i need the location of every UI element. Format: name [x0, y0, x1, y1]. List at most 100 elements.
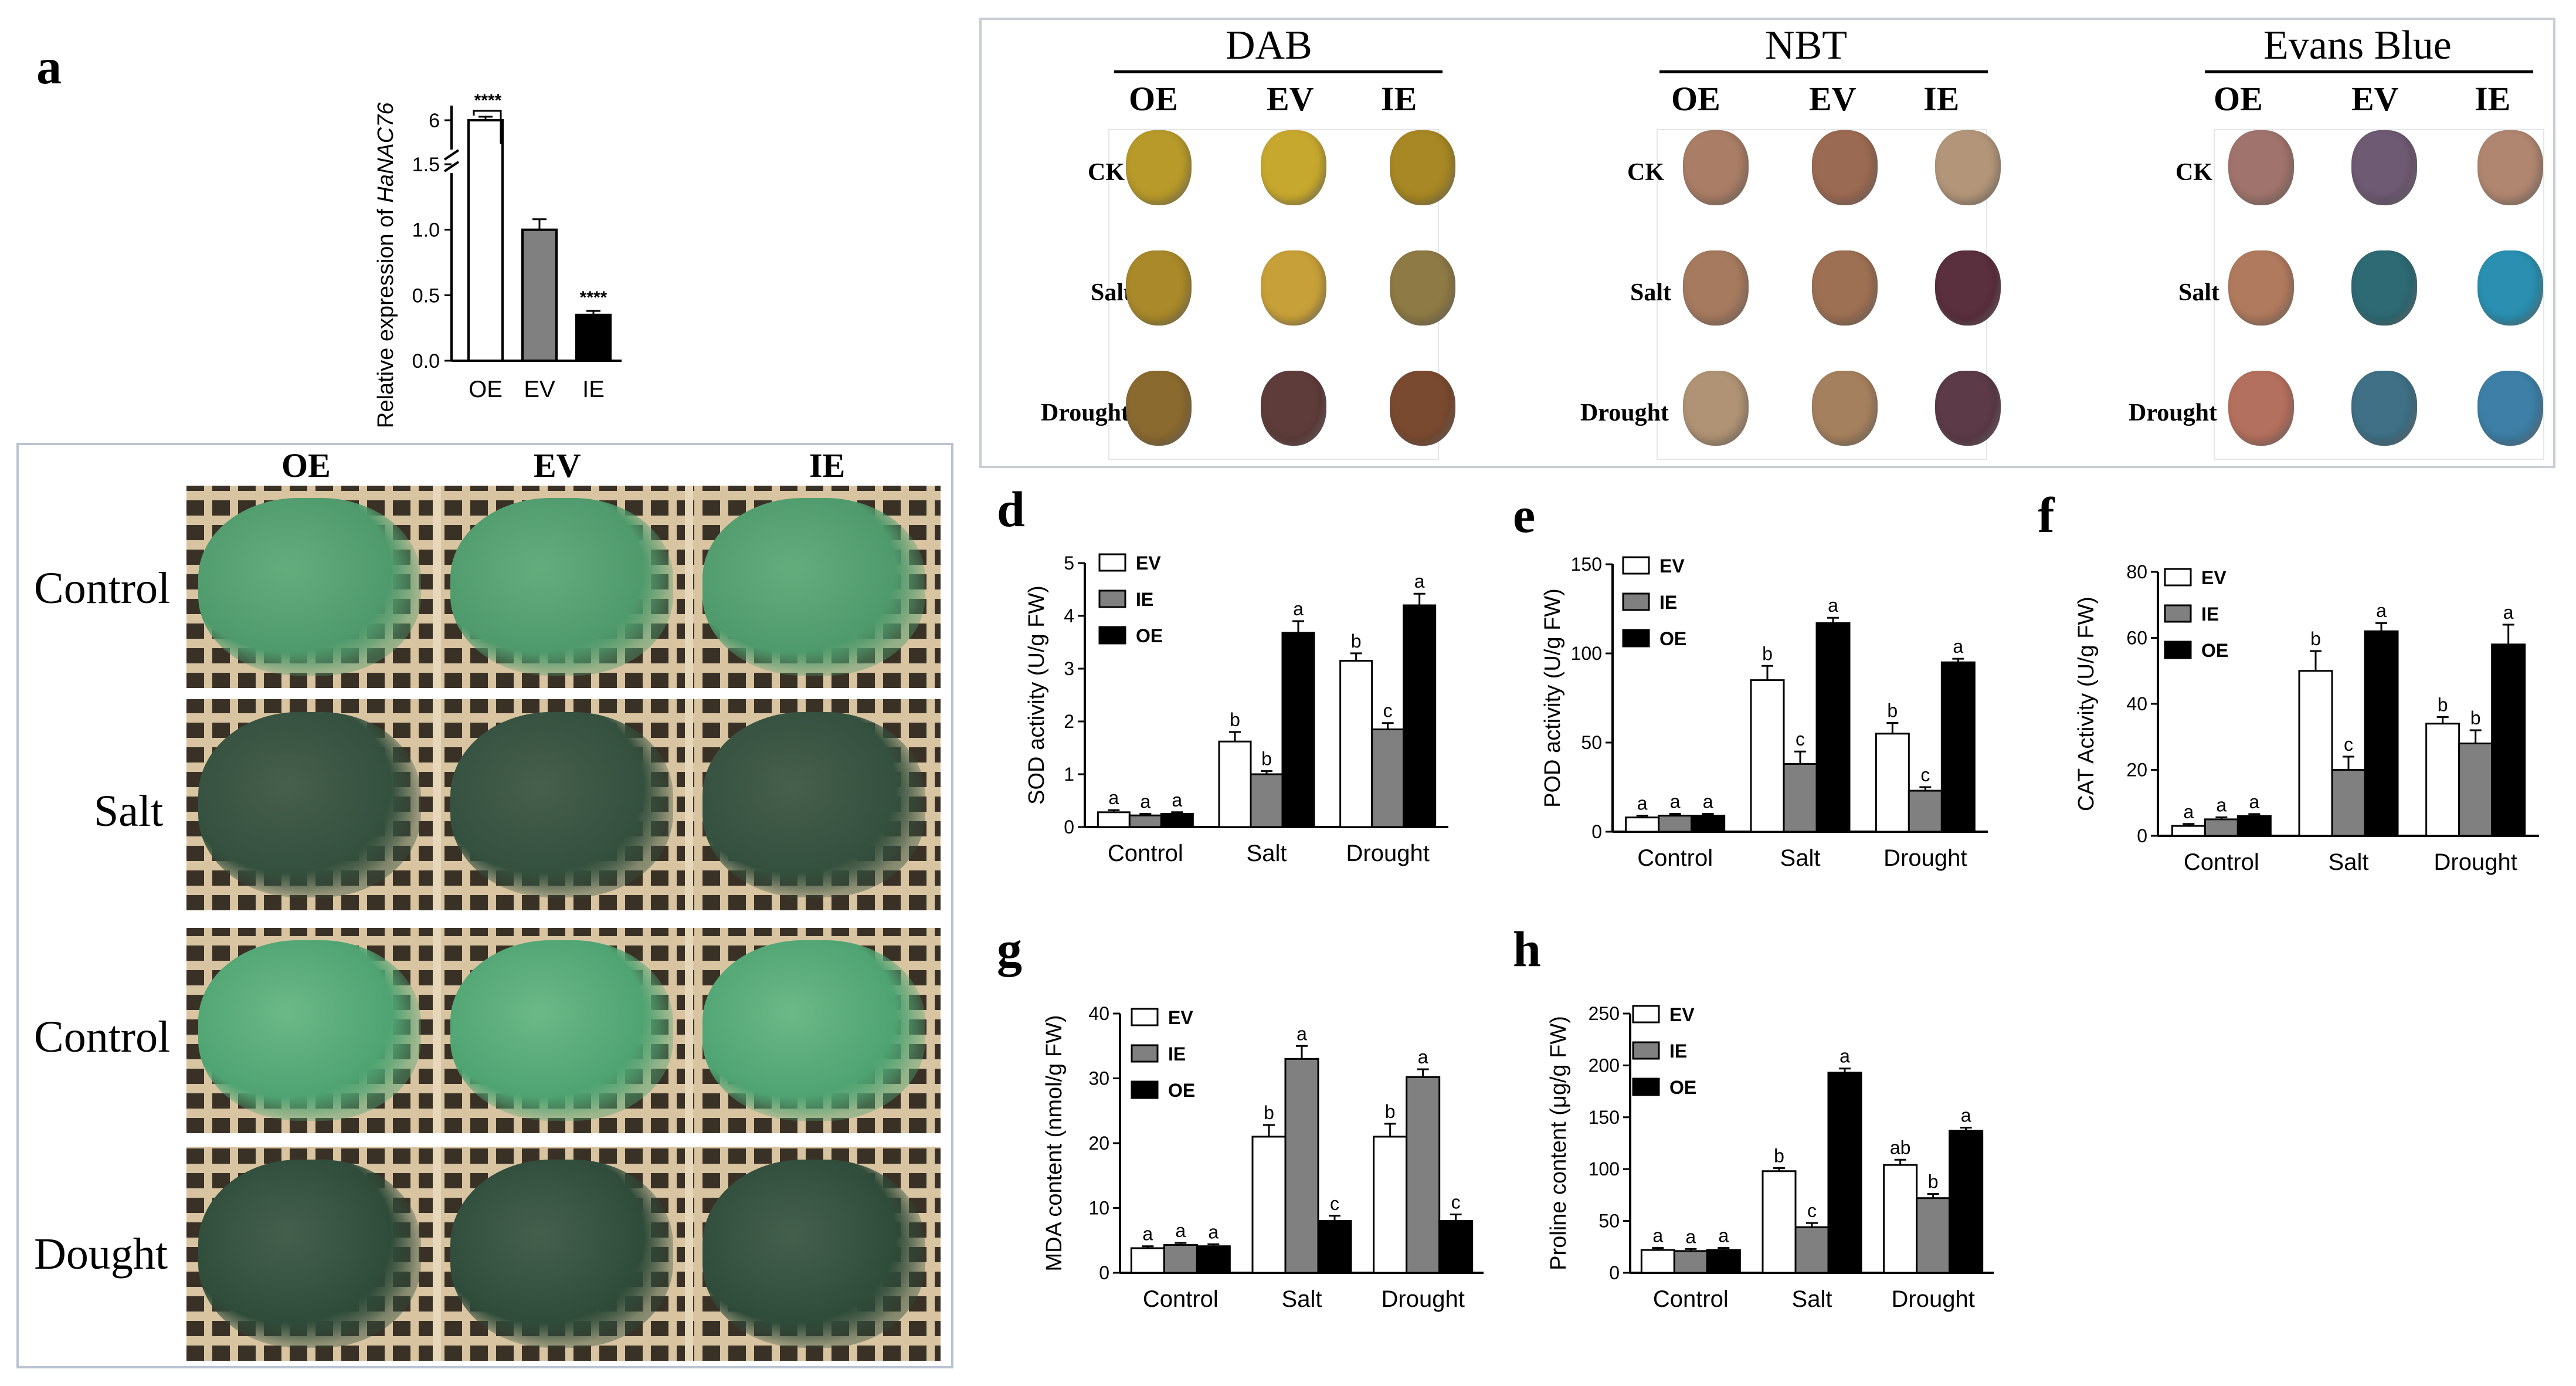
stain-title-underline [2205, 70, 2533, 73]
stained-seed [2228, 130, 2294, 205]
legend-label: EV [1136, 553, 1161, 574]
stain-row-label: Drought [1580, 399, 1669, 426]
stain-row-label: Drought [1041, 399, 1129, 426]
y-tick-label: 0.5 [412, 284, 440, 307]
y-tick-label: 1.0 [412, 219, 440, 242]
stained-seed [1683, 130, 1749, 205]
y-tick-label: 10 [1088, 1198, 1109, 1219]
bar-OE-Control [1160, 813, 1194, 828]
y-tick-label: 100 [1571, 643, 1602, 664]
x-tick-label: EV [524, 377, 555, 402]
y-tick-label: 0 [1591, 821, 1602, 842]
y-tick-label: 0.0 [412, 350, 440, 372]
bar-OE-Drought [1940, 661, 1976, 833]
x-tick-label: Control [1653, 1286, 1729, 1312]
bar-OE-Drought [1403, 604, 1437, 828]
significance-letter: a [1140, 791, 1150, 812]
stained-seed [1683, 371, 1749, 446]
x-tick-label: Control [1637, 845, 1713, 871]
bar-IE-Drought [1371, 728, 1405, 828]
significance-letter: b [1385, 1101, 1396, 1122]
bar-EV-Salt [1750, 679, 1785, 833]
y-tick-label: 0 [1609, 1262, 1620, 1283]
legend-label: OE [1669, 1077, 1696, 1098]
stained-seed [2228, 371, 2294, 446]
significance-label: **** [580, 288, 607, 307]
panel-letter-h: h [1513, 921, 1541, 977]
y-tick-label: 50 [1598, 1211, 1620, 1232]
stain-title-underline [1659, 70, 1988, 73]
significance-letter: a [1961, 1104, 1971, 1126]
bar-EV-Control [1130, 1247, 1165, 1274]
significance-letter: a [1172, 789, 1182, 811]
stained-seed [1812, 371, 1878, 446]
bar-OE-Salt [1317, 1220, 1352, 1274]
stain-row-label: CK [2175, 159, 2212, 186]
seedling-cluster [198, 940, 421, 1121]
legend-label: EV [2201, 567, 2227, 588]
significance-label: **** [474, 91, 502, 110]
y-tick-label: 3 [1064, 658, 1074, 679]
seedling-cluster [450, 940, 673, 1121]
x-tick-label: Salt [1247, 841, 1287, 866]
y-tick-label: 150 [1589, 1107, 1620, 1128]
legend-swatch-IE [2164, 604, 2192, 623]
bar-EV-Salt [1218, 740, 1252, 828]
bar-EV-Drought [1875, 733, 1910, 833]
stain-col-label: IE [1923, 80, 1960, 118]
significance-letter: c [2344, 734, 2353, 755]
y-tick-label: 0 [2137, 825, 2147, 846]
significance-letter: a [1108, 787, 1119, 808]
significance-letter: b [2310, 628, 2321, 649]
legend-label: IE [2201, 604, 2219, 625]
legend-label: EV [1669, 1004, 1695, 1025]
legend-swatch-OE [2164, 641, 2192, 659]
legend-swatch-IE [1622, 592, 1650, 611]
significance-letter: a [1637, 793, 1648, 814]
y-axis-label: SOD activity (U/g FW) [1024, 585, 1049, 805]
x-tick-label: Salt [2329, 849, 2369, 875]
seedling-tray-row [186, 1147, 941, 1361]
panel-letter-a: a [36, 38, 62, 94]
legend-swatch-EV [2164, 568, 2192, 587]
legend-label: IE [1669, 1041, 1687, 1062]
legend-label: OE [2201, 640, 2228, 661]
stain-col-label: EV [1267, 80, 1314, 118]
y-tick-label: 4 [1064, 605, 1074, 626]
legend-label: EV [1168, 1007, 1193, 1028]
y-tick-label: 6 [429, 110, 440, 132]
stain-col-label: OE [1671, 80, 1720, 118]
bar-OE [467, 119, 504, 362]
x-tick-label: Drought [1892, 1286, 1975, 1312]
y-tick-label: 20 [1088, 1133, 1109, 1154]
x-tick-label: OE [469, 377, 503, 402]
legend-swatch-OE [1622, 629, 1650, 648]
legend-label: IE [1136, 589, 1153, 610]
panel-b-row-control-2: Control [34, 1012, 171, 1062]
stained-seed [1390, 130, 1455, 205]
significance-letter: a [1670, 791, 1681, 812]
stained-seed [1261, 250, 1326, 326]
bar-EV-Drought [1339, 660, 1373, 828]
bar-OE-Control [2236, 815, 2272, 837]
significance-letter: a [2249, 791, 2259, 812]
significance-letter: a [2183, 801, 2194, 822]
y-tick-label: 2 [1064, 711, 1074, 732]
legend-swatch-IE [1131, 1044, 1159, 1063]
bar-IE-Salt [2331, 769, 2366, 837]
bar-IE-Drought [2458, 743, 2493, 837]
stain-col-label: OE [2214, 80, 2263, 118]
tray-divider [433, 486, 441, 688]
legend-swatch-IE [1632, 1041, 1660, 1060]
panel-b-row-control-1: Control [34, 564, 171, 613]
bar-IE-Drought [1406, 1076, 1441, 1274]
stain-row-label: CK [1627, 159, 1664, 186]
panel-letter-d: d [997, 481, 1025, 537]
stained-seed [2351, 130, 2417, 205]
significance-letter: a [1418, 1046, 1428, 1068]
bar-IE [575, 313, 612, 362]
y-tick-label: 30 [1088, 1068, 1109, 1089]
significance-letter: a [1142, 1224, 1153, 1245]
bar-OE-Control [1706, 1249, 1741, 1274]
bar-EV-Salt [2298, 670, 2333, 837]
